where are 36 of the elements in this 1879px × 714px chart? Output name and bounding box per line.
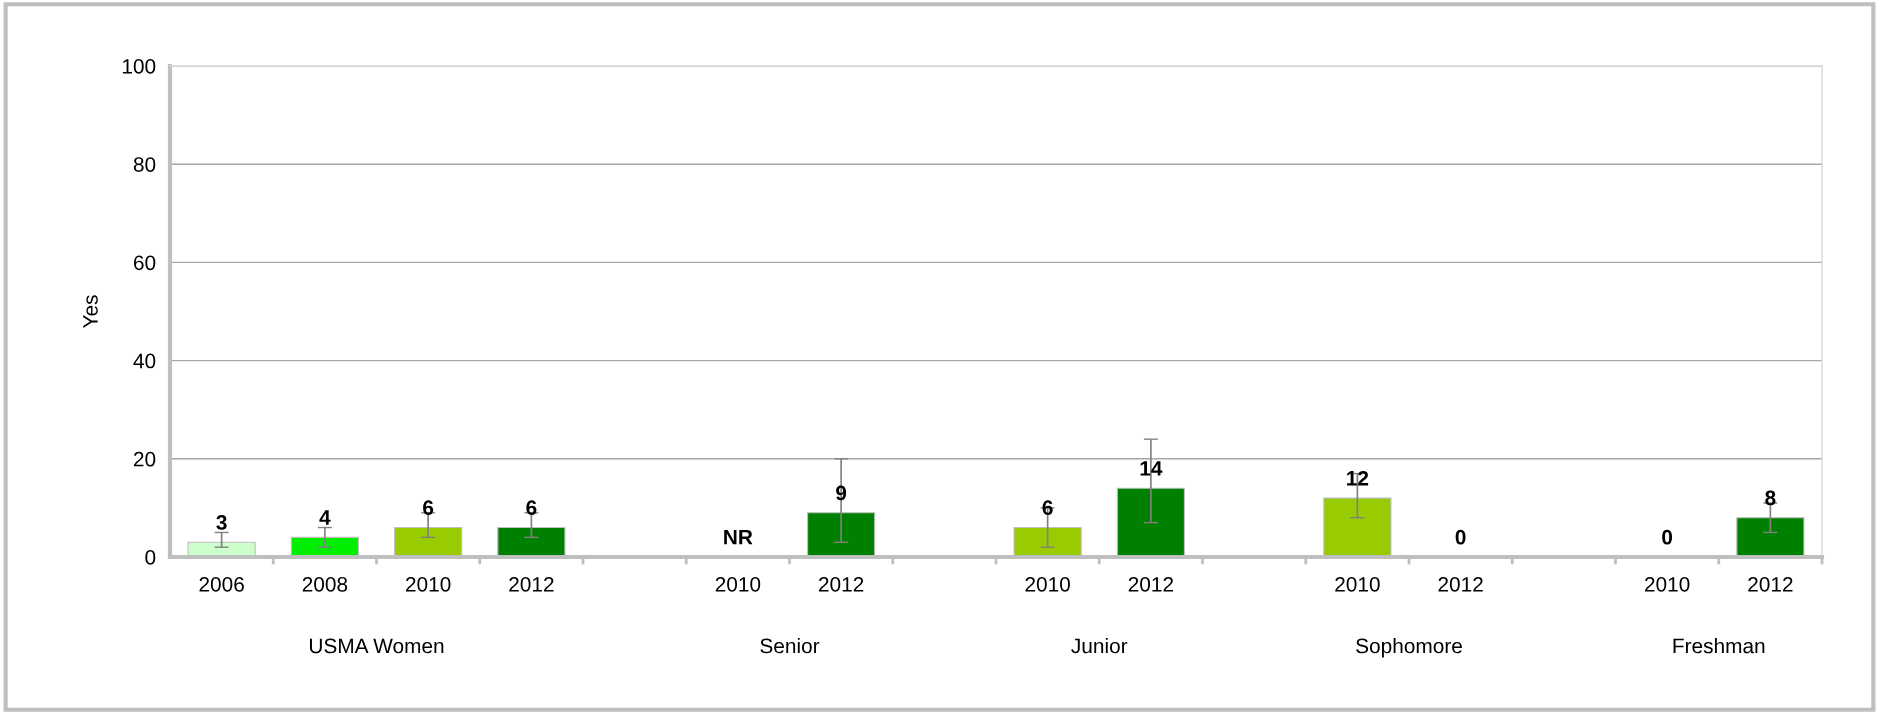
data-label: 3 [216, 515, 227, 530]
data-label: 4 [319, 510, 331, 525]
y-tick-label: 60 [134, 255, 156, 271]
text: USMA Women [309, 638, 444, 654]
y-tick-label: 100 [122, 59, 156, 74]
data-label: 9 [836, 485, 847, 501]
x-tick-label: 2012 [509, 576, 554, 592]
x-tick-label: 2006 [199, 576, 244, 592]
x-tick-label: 2012 [1748, 576, 1793, 592]
x-tick-label: 2012 [1438, 576, 1483, 592]
x-tick-label: 2012 [1128, 576, 1173, 592]
x-tick-label: 2008 [302, 576, 348, 592]
y-tick-label: 20 [133, 451, 156, 467]
data-label: 12 [1347, 470, 1369, 486]
y-tick-label: 80 [133, 157, 156, 172]
data-label: 6 [526, 500, 537, 516]
data-label: 14 [1140, 461, 1163, 476]
y-tick-label: 0 [145, 550, 156, 565]
text: Junior [1071, 638, 1128, 654]
text: Senior [760, 638, 820, 654]
text: Freshman [1673, 638, 1765, 654]
x-tick-label: 2010 [1025, 576, 1070, 592]
x-tick-label: 2010 [406, 576, 451, 592]
data-label: 6 [1042, 500, 1053, 516]
data-label: 8 [1765, 490, 1776, 506]
data-label: 6 [423, 500, 434, 516]
x-tick-label: 2010 [1335, 576, 1380, 592]
data-label: 0 [1455, 529, 1466, 545]
y-tick-label: 40 [133, 353, 156, 369]
data-label: 0 [1662, 529, 1673, 545]
x-tick-label: 2010 [1645, 576, 1690, 592]
text: NR [724, 530, 753, 545]
y-axis-title: Yes [83, 295, 98, 329]
text: Sophomore [1356, 638, 1462, 658]
x-tick-label: 2012 [819, 576, 864, 592]
x-tick-label: 2010 [715, 576, 761, 592]
